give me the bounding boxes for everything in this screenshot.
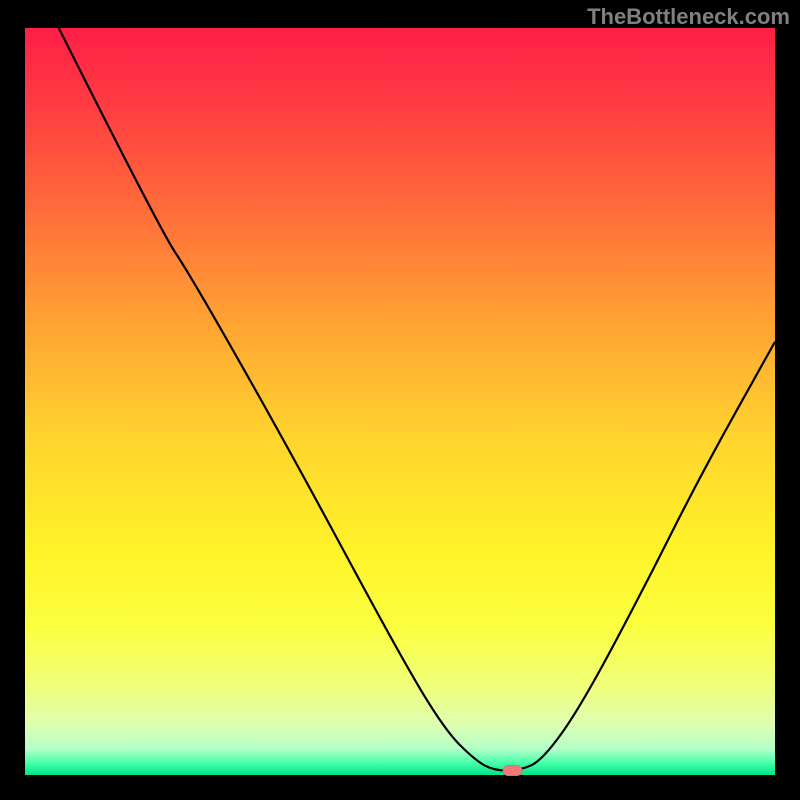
watermark-text: TheBottleneck.com bbox=[587, 4, 790, 30]
gradient-background bbox=[25, 28, 775, 775]
chart-container: TheBottleneck.com bbox=[0, 0, 800, 800]
optimal-marker bbox=[503, 765, 523, 775]
bottleneck-chart bbox=[0, 0, 800, 800]
